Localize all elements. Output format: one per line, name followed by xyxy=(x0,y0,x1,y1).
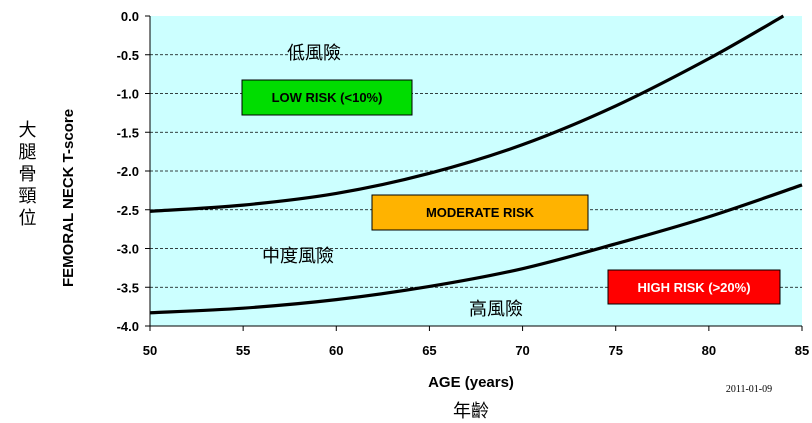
x-axis-title-cjk: 年齡 xyxy=(453,401,489,422)
low-risk-cjk: 低風險 xyxy=(287,43,341,64)
lower-threshold-curve xyxy=(149,183,803,315)
y-axis-title: FEMORAL NECK T-score xyxy=(60,109,77,287)
x-tick-label: 60 xyxy=(329,343,343,358)
y-tick-label: -2.5 xyxy=(117,203,139,218)
y-tick-label: -2.0 xyxy=(117,164,139,179)
y-tick-label: -0.5 xyxy=(117,48,139,63)
high-risk-label: HIGH RISK (>20%) xyxy=(637,280,750,295)
y-tick-label: -1.5 xyxy=(117,125,139,140)
low-risk-box: LOW RISK (<10%) xyxy=(241,79,413,116)
date-stamp: 2011-01-09 xyxy=(726,384,772,395)
x-tick-label: 55 xyxy=(236,343,250,358)
y-tick-label: 0.0 xyxy=(121,9,139,24)
curves xyxy=(149,14,803,315)
y-tick-label: -1.0 xyxy=(117,87,139,102)
y-tick-label: -3.0 xyxy=(117,242,139,257)
y-tick-label: -4.0 xyxy=(117,319,139,334)
y-axis-title-cjk: 大腿骨頸位 xyxy=(16,120,37,230)
x-tick-label: 50 xyxy=(143,343,157,358)
moderate-risk-cjk: 中度風險 xyxy=(262,246,334,267)
upper-threshold-curve xyxy=(149,14,785,213)
y-tick-label: -3.5 xyxy=(117,280,139,295)
x-tick-label: 85 xyxy=(795,343,809,358)
low-risk-label: LOW RISK (<10%) xyxy=(272,90,383,105)
x-axis-title: AGE (years) xyxy=(428,374,514,391)
x-tick-label: 75 xyxy=(608,343,622,358)
x-tick-label: 70 xyxy=(515,343,529,358)
y-ticks: 0.0 -0.5 -1.0 -1.5 -2.0 -2.5 -3.0 -3.5 -4.0 xyxy=(117,9,150,334)
moderate-risk-label: MODERATE RISK xyxy=(426,205,535,220)
high-risk-box: HIGH RISK (>20%) xyxy=(607,269,781,305)
x-tick-label: 80 xyxy=(702,343,716,358)
x-tick-label: 65 xyxy=(422,343,436,358)
moderate-risk-box: MODERATE RISK xyxy=(371,194,589,231)
x-ticks: 50 55 60 65 70 75 80 85 xyxy=(143,326,809,358)
high-risk-cjk: 高風險 xyxy=(469,299,523,320)
